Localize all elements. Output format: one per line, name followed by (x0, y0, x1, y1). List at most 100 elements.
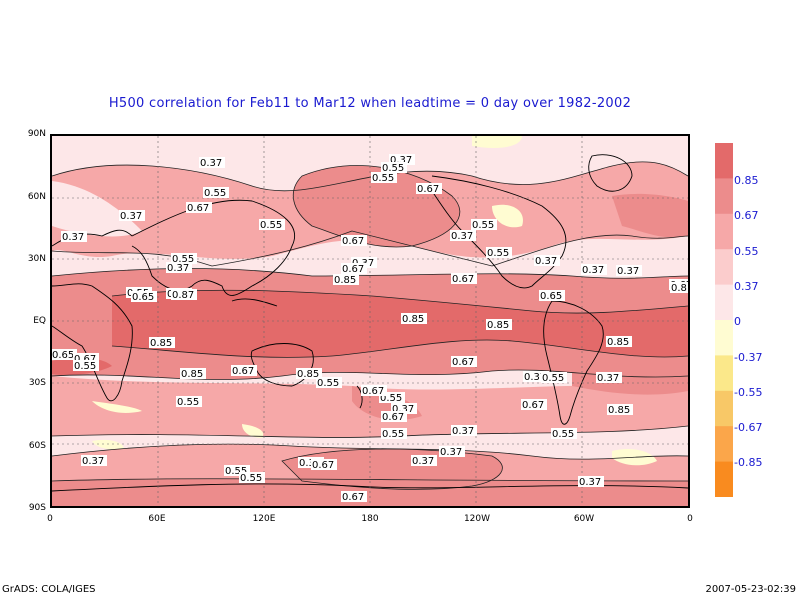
contour-label-bg (539, 290, 565, 301)
contour-label-bg (73, 353, 99, 364)
contour-label: 0.67 (362, 386, 384, 397)
shade-south-neg-1 (92, 401, 142, 413)
x-axis-label: 0 (687, 514, 693, 524)
contour-label: 0.55 (380, 393, 402, 404)
contour-label-bg (381, 428, 407, 439)
contour-label: 0.37 (451, 231, 473, 242)
contour-label: 0.55 (487, 248, 509, 259)
contour-label: 0.67 (187, 203, 209, 214)
contour-label-bg (224, 465, 250, 476)
contour-label: 0.65 (540, 291, 562, 302)
contour-label-bg (616, 265, 642, 276)
contour-label: 0.85 (402, 314, 424, 325)
colorbar-box (715, 284, 733, 321)
contour-label-bg (171, 253, 197, 264)
contour-label: 0.67 (342, 492, 364, 503)
contour-label-bg (416, 183, 442, 194)
contour-label-bg (551, 428, 577, 439)
contour-label-bg (401, 313, 427, 324)
colorbar-label: 0.55 (734, 245, 759, 258)
contour-label-bg (333, 274, 359, 285)
colorbar-box (715, 213, 733, 250)
contour-label-bg (471, 219, 497, 230)
contour-label-bg (389, 154, 415, 165)
footer-credit: GrADS: COLA/IGES (2, 584, 96, 595)
contour-label: 0.37 (597, 373, 619, 384)
contour-label-bg (186, 202, 212, 213)
contour-label: 0.55 (260, 220, 282, 231)
contour-label-bg (391, 403, 417, 414)
contour-line (52, 369, 688, 380)
contour-label: 0.67 (74, 354, 96, 365)
contour-label-bg (371, 172, 397, 183)
colorbar-box (715, 320, 733, 356)
contour-label-bg (239, 472, 265, 483)
contour-line (111, 339, 688, 358)
contour-label-bg (521, 399, 547, 410)
contour-label: 0.37 (535, 256, 557, 267)
contour-label-bg (541, 372, 567, 383)
colorbar-label: 0.37 (734, 280, 759, 293)
colorbar-label: 0.67 (734, 209, 759, 222)
contour-label-bg (486, 319, 512, 330)
contour-line (111, 289, 688, 314)
coastline-africa (52, 283, 133, 402)
x-axis-label: 0 (47, 514, 53, 524)
contour-label-bg (81, 455, 107, 466)
contour-label-bg (231, 365, 257, 376)
y-axis-label: 30S (28, 378, 46, 388)
colorbar-box (715, 426, 733, 463)
contour-label-bg (341, 491, 367, 502)
contour-label: 0.8 (671, 283, 687, 294)
chart-title: H500 correlation for Feb11 to Mar12 when… (108, 96, 632, 111)
contour-label: 0.37 (82, 456, 104, 467)
contour-label: 0.37 (440, 447, 462, 458)
contour-label: 0.67 (452, 357, 474, 368)
contour-label-bg (166, 262, 192, 273)
contour-label: 0.85 (334, 275, 356, 286)
shade-pole-neg (472, 136, 522, 148)
contour-label-bg (381, 411, 407, 422)
contour-line (52, 478, 688, 482)
contour-label: 0.65 (52, 350, 74, 361)
contour-label-bg (596, 372, 622, 383)
contour-label-bg (311, 459, 337, 470)
colorbar-label: -0.55 (734, 386, 763, 399)
contour-label: 0.37 (412, 456, 434, 467)
x-axis-label: 120E (252, 514, 276, 524)
contour-label: 0.67 (232, 366, 254, 377)
coastlines (52, 154, 688, 492)
contour-label: 0.67 (522, 400, 544, 411)
contour-label: 0.37 (579, 477, 601, 488)
contour-label-bg (451, 356, 477, 367)
contour-label: 0.55 (382, 163, 404, 174)
contour-label-bg (670, 282, 688, 293)
contour-label-bg (534, 255, 560, 266)
contour-label: 0.55 (74, 361, 96, 372)
contour-line (52, 161, 688, 192)
contour-label-bg (176, 396, 202, 407)
contour-label: 0.37 (167, 263, 189, 274)
colorbar (715, 143, 733, 497)
contour-label: 0.67 (342, 264, 364, 275)
grid-lines (52, 136, 688, 506)
contour-label: 0.37 (299, 458, 321, 469)
contour-label: 0.67 (312, 460, 334, 471)
coastline-new-zealand (356, 385, 363, 409)
y-axis-label: EQ (33, 316, 46, 326)
contour-label-bg (411, 455, 437, 466)
x-axis-label: 60E (148, 514, 166, 524)
contour-label-bg (486, 247, 512, 258)
contour-label-bg (119, 210, 145, 221)
contour-label-bg (61, 231, 87, 242)
contour-label: 0.85 (487, 320, 509, 331)
contour-label: 0.37 (390, 155, 412, 166)
coastline-australia (250, 343, 314, 387)
contour-label-bg (73, 360, 99, 371)
colorbar-label: -0.67 (734, 421, 763, 434)
x-axis-label: 120W (463, 514, 491, 524)
contour-label-bg (439, 446, 465, 457)
y-axis-label: 60N (27, 192, 46, 202)
contour-label: 0.55 (472, 220, 494, 231)
colorbar-label: 0.85 (734, 174, 759, 187)
